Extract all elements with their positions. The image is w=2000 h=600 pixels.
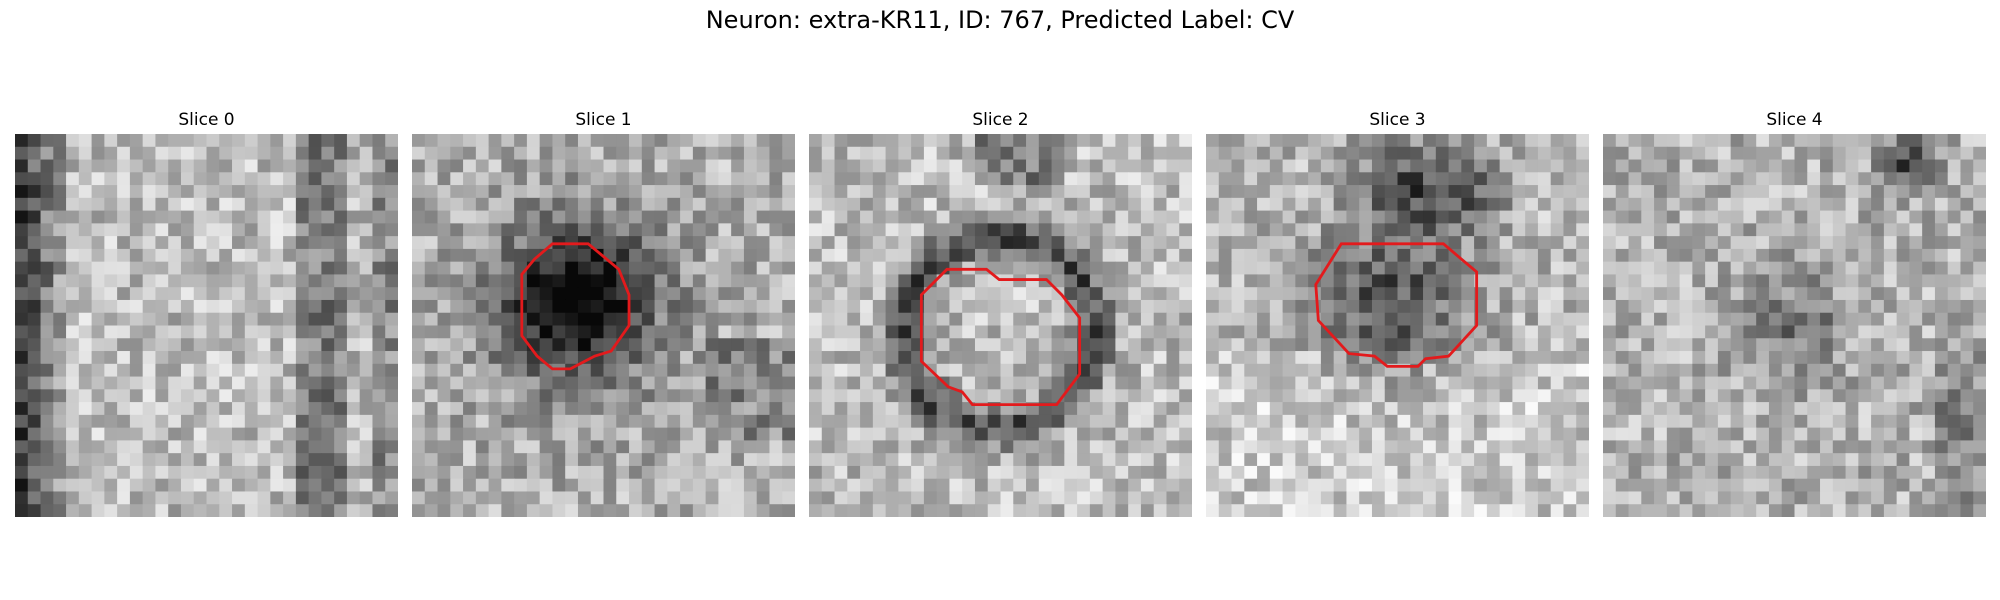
slice-image <box>1206 134 1589 517</box>
slice-panel-2: Slice 2 <box>809 108 1192 517</box>
pixel-grid <box>809 134 1192 517</box>
slice-panel-1: Slice 1 <box>412 108 795 517</box>
slice-image <box>1603 134 1986 517</box>
slice-title: Slice 2 <box>809 108 1192 132</box>
pixel-grid <box>412 134 795 517</box>
slice-title: Slice 0 <box>15 108 398 132</box>
slice-title: Slice 1 <box>412 108 795 132</box>
pixel-grid <box>1603 134 1986 517</box>
slice-panel-4: Slice 4 <box>1603 108 1986 517</box>
slice-title: Slice 3 <box>1206 108 1589 132</box>
pixel-grid <box>1206 134 1589 517</box>
slice-panel-0: Slice 0 <box>15 108 398 517</box>
slice-title: Slice 4 <box>1603 108 1986 132</box>
slice-image <box>809 134 1192 517</box>
slice-panel-3: Slice 3 <box>1206 108 1589 517</box>
slice-image <box>412 134 795 517</box>
pixel-grid <box>15 134 398 517</box>
slice-image <box>15 134 398 517</box>
figure-title: Neuron: extra-KR11, ID: 767, Predicted L… <box>0 6 2000 34</box>
